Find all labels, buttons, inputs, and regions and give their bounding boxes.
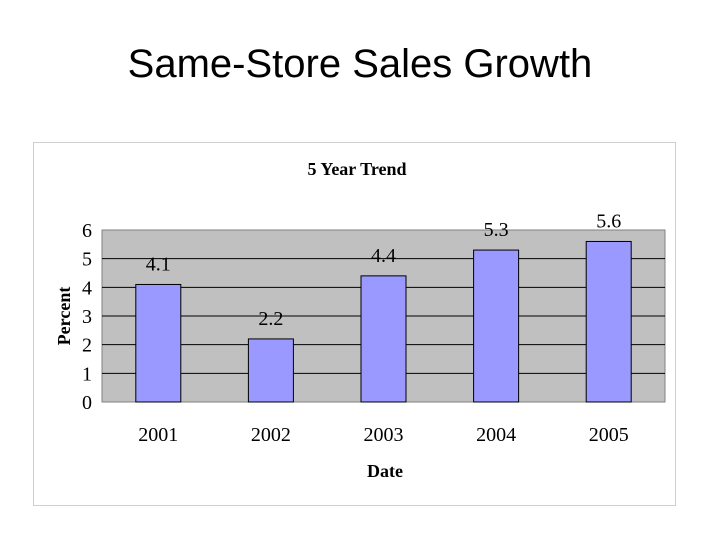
x-tick-label: 2002 xyxy=(251,424,291,446)
y-tick-label: 6 xyxy=(82,220,92,242)
data-label: 5.3 xyxy=(484,219,509,241)
y-axis-label: Percent xyxy=(54,287,74,346)
x-tick-label: 2005 xyxy=(589,424,629,446)
chart-title: 5 Year Trend xyxy=(307,159,406,179)
y-tick-label: 3 xyxy=(82,306,92,328)
bar-2001 xyxy=(135,283,182,403)
data-label: 5.6 xyxy=(596,210,621,232)
bar-2005 xyxy=(585,240,632,403)
x-tick-label: 2001 xyxy=(138,424,178,446)
data-label: 4.1 xyxy=(146,253,171,275)
bars xyxy=(135,240,632,403)
x-tick-label: 2004 xyxy=(476,424,516,446)
x-axis-ticks: 2001 2002 2003 2004 2005 xyxy=(138,424,628,446)
y-tick-label: 5 xyxy=(82,249,92,271)
x-axis-label: Date xyxy=(367,461,403,481)
y-tick-label: 2 xyxy=(82,335,92,357)
slide-title: Same-Store Sales Growth xyxy=(127,42,593,86)
y-tick-label: 0 xyxy=(82,392,92,414)
data-label: 2.2 xyxy=(258,308,283,330)
y-tick-label: 1 xyxy=(82,363,92,385)
y-tick-label: 4 xyxy=(82,277,92,299)
bar-2003 xyxy=(360,275,407,403)
bar-chart: 5 Year Trend 4.1 2.2 4.4 5.3 5.6 0 1 2 3 4 5 6 200… xyxy=(54,159,666,481)
y-axis-ticks: 0 1 2 3 4 5 6 xyxy=(82,220,92,414)
bar-2004 xyxy=(473,249,520,403)
data-label: 4.4 xyxy=(371,245,396,267)
bar-2002 xyxy=(247,338,294,403)
data-labels: 4.1 2.2 4.4 5.3 5.6 xyxy=(146,210,621,329)
chart-frame: 5 Year Trend 4.1 2.2 4.4 5.3 5.6 0 1 2 3 4 5 6 200… xyxy=(33,142,676,506)
x-tick-label: 2003 xyxy=(364,424,404,446)
